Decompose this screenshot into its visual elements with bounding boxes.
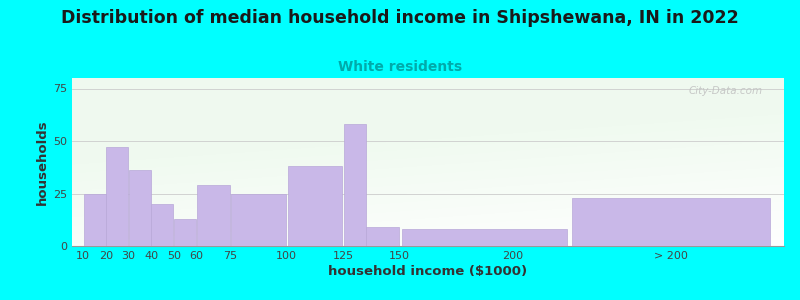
- Bar: [231, 194, 286, 246]
- Bar: [197, 185, 230, 246]
- Bar: [129, 170, 150, 246]
- Text: Distribution of median household income in Shipshewana, IN in 2022: Distribution of median household income …: [61, 9, 739, 27]
- Bar: [402, 229, 566, 246]
- Bar: [287, 166, 342, 246]
- Text: White residents: White residents: [338, 60, 462, 74]
- Bar: [174, 219, 196, 246]
- X-axis label: household income ($1000): household income ($1000): [329, 265, 527, 278]
- Text: City-Data.com: City-Data.com: [689, 86, 762, 96]
- Bar: [84, 194, 106, 246]
- Bar: [343, 124, 366, 246]
- Y-axis label: households: households: [36, 119, 49, 205]
- Bar: [151, 204, 174, 246]
- Bar: [572, 198, 770, 246]
- Bar: [366, 227, 399, 246]
- Bar: [106, 147, 128, 246]
